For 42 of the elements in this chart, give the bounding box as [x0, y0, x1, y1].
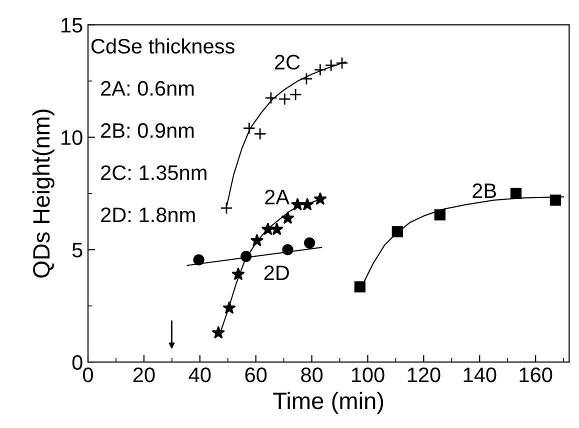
point — [434, 209, 446, 220]
point — [550, 194, 562, 206]
x-tick-label: 140 — [464, 368, 496, 382]
point — [289, 88, 302, 101]
x-tick-label: 40 — [188, 368, 211, 382]
x-tick-label: 60 — [245, 368, 267, 382]
series-label: 2C — [274, 54, 300, 70]
annotation: 2B: 0.9nm — [101, 123, 194, 138]
x-tick-label: 100 — [352, 368, 384, 382]
y-tick-label: 10 — [62, 130, 82, 145]
point — [242, 122, 256, 134]
x-tick-label: 80 — [301, 368, 323, 382]
annotation: 2C: 1.35nm — [101, 165, 206, 180]
point — [336, 56, 348, 70]
x-tick-label: 120 — [408, 368, 440, 382]
annotation: CdSe thickness — [91, 38, 234, 54]
x-tick-label: 20 — [133, 368, 155, 382]
point — [278, 92, 291, 106]
point — [314, 64, 326, 76]
x-tick-label: 160 — [520, 368, 552, 382]
point — [193, 254, 204, 266]
series-label: 2A — [265, 190, 290, 204]
y-tick-label: 15 — [62, 18, 82, 33]
y-tick-label: 0 — [72, 355, 82, 370]
series-label: 2B — [472, 183, 496, 198]
point — [254, 128, 266, 140]
point — [354, 281, 366, 292]
y-axis-title: QDs Height(nm) — [32, 110, 54, 278]
point — [510, 188, 522, 200]
x-tick-label: 0 — [83, 368, 93, 382]
point — [281, 211, 294, 224]
y-tick-label: 5 — [72, 242, 82, 258]
point — [300, 72, 313, 86]
point — [324, 59, 338, 72]
x-axis-title: Time (min) — [273, 392, 384, 414]
annotation: 2D: 1.8nm — [101, 207, 195, 222]
point — [264, 92, 278, 104]
point — [304, 237, 316, 248]
annotation: 2A: 0.6nm — [101, 81, 194, 96]
point — [212, 326, 226, 339]
point — [270, 222, 284, 236]
series-label: 2D — [264, 266, 289, 280]
